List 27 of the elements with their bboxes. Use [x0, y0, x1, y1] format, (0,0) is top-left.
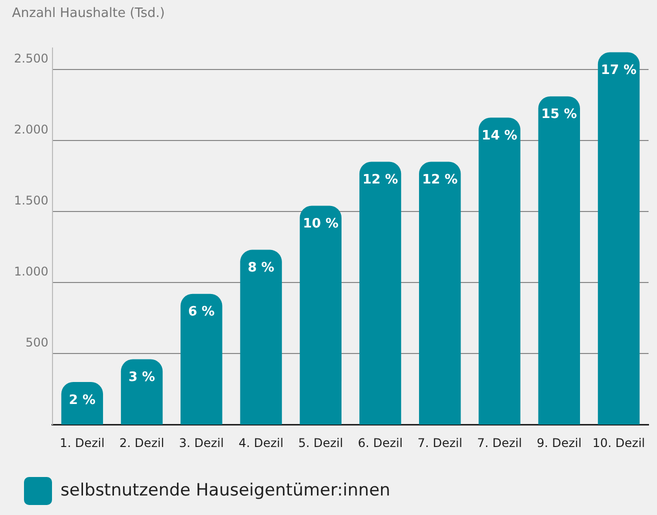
y-tick-label: 2.000 [14, 122, 48, 136]
annotation: 12 % [422, 172, 458, 188]
y-tick-label: 1.500 [14, 194, 48, 208]
x-tick-label: 1. Dezil [60, 436, 105, 450]
y-tick-label: 500 [25, 336, 48, 350]
x-tick-label: 5. Dezil [298, 436, 344, 450]
x-tick-label: 4. Dezil [238, 436, 284, 450]
x-tick-label: 2. Dezil [119, 436, 164, 450]
annotation: 10 % [302, 216, 338, 232]
annotation: 3 % [128, 370, 156, 386]
x-tick-label: 6. Dezil [358, 436, 403, 450]
annotation: 8 % [248, 260, 274, 276]
annotation: 12 % [362, 172, 398, 188]
x-tick-label: 9. Dezil [536, 436, 582, 450]
y-axis-title: Anzahl Haushalte (Tsd.) [11, 5, 166, 23]
x-tick-label: 7. Dezil [417, 436, 462, 450]
annotation: 6 % [188, 304, 215, 320]
annotation: 15 % [541, 107, 577, 122]
x-tick-label: 7. Dezil [477, 436, 522, 450]
legend-label: selbstnutzende Hauseigentümer:innen [60, 480, 390, 500]
y-tick-label: 1.000 [14, 264, 48, 279]
annotation: 17 % [600, 63, 637, 78]
annotation: 2 % [68, 392, 96, 408]
x-tick-label: 10. Dezil [592, 436, 646, 450]
y-tick-label: 2.500 [14, 51, 48, 66]
annotation: 14 % [482, 128, 518, 144]
x-tick-label: 3. Dezil [178, 436, 224, 450]
